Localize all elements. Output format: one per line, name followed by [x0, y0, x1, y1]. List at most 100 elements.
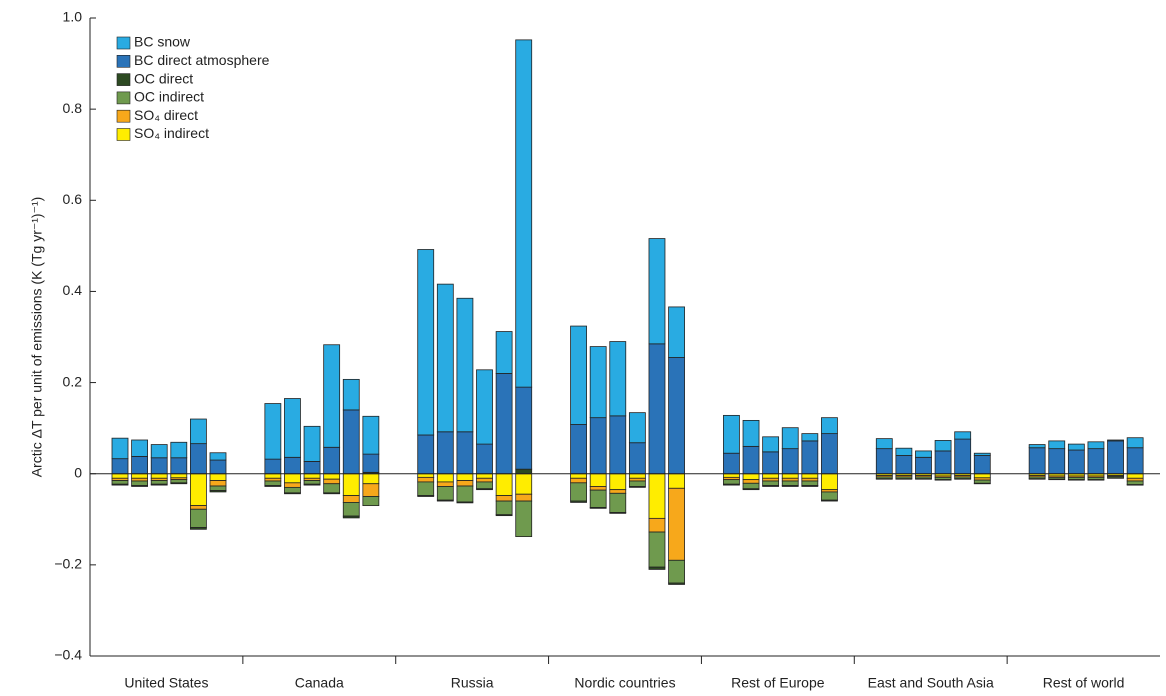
bar-segment [668, 357, 685, 475]
bar-segment [723, 452, 740, 475]
bar-segment [762, 480, 780, 486]
bar-segment [742, 482, 760, 490]
group-label: United States [124, 675, 208, 691]
bar-segment [934, 479, 952, 481]
bar-segment [111, 458, 129, 475]
bar-segment [436, 481, 454, 487]
bar-segment [762, 477, 780, 482]
bar-segment [609, 512, 627, 514]
bar-segment [495, 331, 513, 374]
bar-segment [589, 473, 607, 487]
bar-segment [648, 531, 666, 568]
bar-segment [570, 477, 587, 484]
bar-segment [895, 447, 913, 456]
group-label: Rest of world [1043, 675, 1125, 691]
bar-segment [628, 412, 646, 444]
y-axis-label: Arctic ΔT per unit of emissions (K (Tg y… [29, 197, 45, 478]
bar-segment [150, 457, 168, 475]
bar-segment [781, 480, 799, 486]
bar-segment [362, 473, 380, 485]
bar-segment [209, 480, 227, 487]
bar-segment [762, 473, 780, 479]
bar-segment [131, 473, 149, 479]
legend-label: SO₄ direct [134, 107, 198, 123]
bar-segment [111, 480, 129, 485]
bar-segment [668, 487, 685, 561]
bar-segment [264, 485, 282, 487]
bar-segment [973, 452, 991, 456]
bar-segment [628, 486, 646, 488]
bar-segment [323, 492, 341, 495]
bar-segment [323, 483, 341, 494]
bar-segment [209, 473, 227, 481]
bar-segment [781, 473, 799, 479]
bar-segment [264, 477, 282, 482]
bar-segment [1126, 437, 1144, 449]
bar-segment [131, 455, 149, 475]
bar-segment [648, 238, 666, 345]
bar-segment [801, 480, 819, 486]
bar-segment [570, 500, 587, 503]
bar-segment [1126, 447, 1144, 475]
bar-segment [934, 440, 952, 452]
bar-segment [570, 325, 587, 425]
bar-segment [189, 505, 207, 510]
bar-segment [1087, 479, 1105, 481]
legend-swatch [116, 128, 131, 141]
bar-segment [1107, 439, 1124, 442]
bar-segment [284, 473, 301, 484]
bar-segment [495, 500, 513, 516]
bar-segment [436, 486, 454, 501]
bar-segment [323, 478, 341, 485]
bar-segment [762, 436, 780, 453]
bar-segment [1048, 478, 1066, 481]
y-tick-label: −0.4 [54, 647, 82, 663]
y-tick-label: 0.2 [63, 373, 83, 389]
bar-segment [742, 445, 760, 475]
bar-segment [609, 415, 627, 475]
bar-segment [723, 483, 740, 486]
legend-swatch [116, 54, 131, 68]
bar-segment [723, 479, 740, 485]
bar-segment [1087, 441, 1105, 450]
y-tick-label: 0.8 [63, 100, 83, 116]
bar-segment [284, 486, 301, 494]
bar-segment [723, 473, 740, 478]
bar-segment [417, 473, 435, 478]
bar-segment [284, 398, 301, 458]
bar-segment [284, 456, 301, 475]
group-label: Rest of Europe [731, 675, 825, 691]
y-tick-label: 0.6 [63, 191, 83, 207]
bar-segment [209, 459, 227, 475]
bar-segment [515, 500, 533, 538]
bar-segment [821, 473, 838, 491]
bar-segment [515, 493, 533, 502]
bar-segment [934, 450, 952, 475]
bar-segment [781, 427, 799, 450]
group-label: East and South Asia [868, 675, 994, 691]
bar-segment [742, 488, 760, 491]
bar-segment [303, 480, 321, 485]
bar-segment [895, 478, 913, 480]
bar-segment [417, 481, 435, 496]
bar-segment [342, 378, 360, 411]
bar-segment [284, 492, 301, 495]
legend-label: BC snow [134, 34, 191, 50]
y-tick-label: 0 [74, 464, 82, 480]
bar-segment [417, 249, 435, 436]
bar-segment [973, 473, 991, 479]
bar-segment [570, 482, 587, 502]
bar-segment [801, 440, 819, 475]
bar-segment [189, 418, 207, 445]
bar-segment [476, 477, 493, 483]
bar-segment [668, 559, 685, 584]
bar-segment [417, 495, 435, 497]
bar-segment [323, 473, 341, 480]
bar-segment [209, 485, 227, 491]
bar-segment [362, 483, 380, 497]
bar-segment [131, 480, 149, 486]
bar-segment [1107, 477, 1124, 479]
bar-segment [1067, 443, 1085, 451]
bar-segment [170, 441, 188, 459]
